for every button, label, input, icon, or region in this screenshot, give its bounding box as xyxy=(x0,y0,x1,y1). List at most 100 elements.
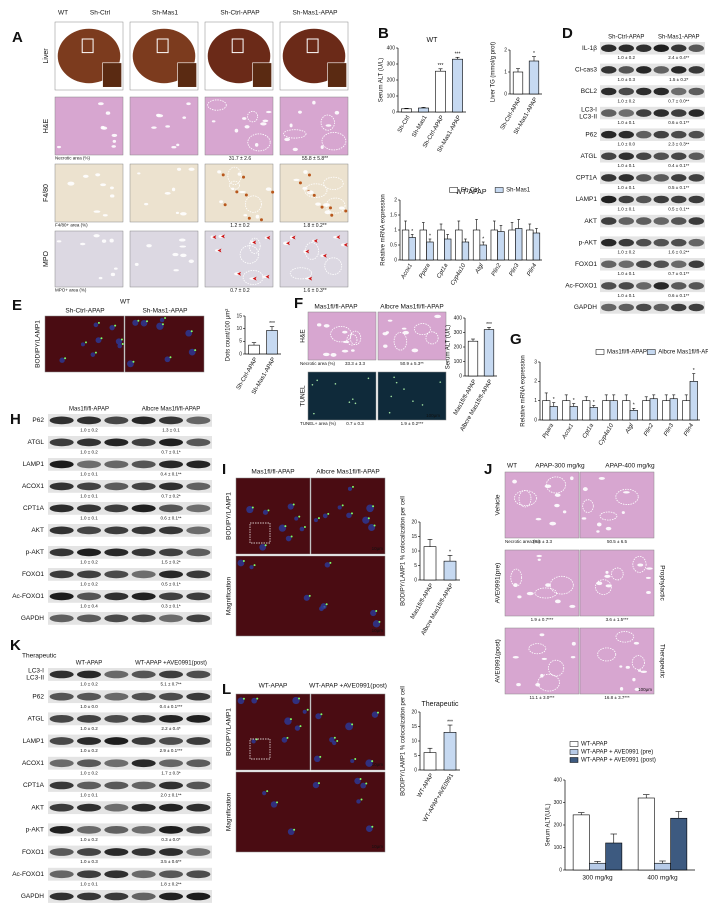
blot-label: LC3-I xyxy=(581,106,597,113)
nucleus xyxy=(284,717,292,725)
blot-band xyxy=(671,238,687,247)
lipid-dot xyxy=(97,321,100,324)
necrotic-outline xyxy=(615,488,639,505)
blot-band xyxy=(49,438,74,447)
blot-band xyxy=(131,737,156,745)
nucleus xyxy=(270,801,278,808)
micrograph xyxy=(279,163,349,223)
lipid-dot xyxy=(253,564,256,567)
vessel xyxy=(93,234,100,238)
bar xyxy=(609,400,618,421)
quant-value: 1.2 ± 0.2 xyxy=(230,223,250,229)
blot-band xyxy=(158,848,184,856)
row-label: TUNEL xyxy=(300,385,307,407)
blot-band xyxy=(158,460,184,469)
blot-band xyxy=(186,482,211,491)
micrograph xyxy=(129,163,199,223)
vessel xyxy=(262,119,269,123)
blot-quant: 1.0 ± 0.2 xyxy=(80,682,98,687)
blot-band xyxy=(688,109,704,117)
column-header: Sh-Ctrl xyxy=(90,10,111,17)
blot-band xyxy=(104,482,129,491)
bar xyxy=(443,731,457,771)
blot-band xyxy=(49,825,74,834)
necrotic-outline xyxy=(323,176,344,190)
micrograph xyxy=(54,96,124,156)
blot-band xyxy=(601,195,617,204)
blot-label: Ac-FOXO1 xyxy=(12,593,44,600)
arrowhead xyxy=(308,276,313,281)
chart-title: WT xyxy=(427,37,439,44)
nucleus xyxy=(164,356,171,363)
vessel xyxy=(323,203,330,207)
bar xyxy=(532,232,541,261)
blot-band xyxy=(131,825,156,834)
column-header: Sh-Mas1 xyxy=(152,10,178,17)
column-header: Sh-Ctrl-APAP xyxy=(220,10,259,17)
inset xyxy=(102,62,122,88)
significance: * xyxy=(553,397,555,403)
scale-bar: 10μm xyxy=(372,762,384,767)
inset xyxy=(252,62,272,88)
lipid-dot xyxy=(354,757,357,760)
blot-band xyxy=(158,504,184,513)
lipid-dot xyxy=(373,524,376,527)
blot-quant: 2.4 ± 0.4** xyxy=(668,55,689,60)
nucleus xyxy=(360,782,367,789)
vessel xyxy=(342,330,348,334)
lipid-dot xyxy=(298,515,301,518)
blot-band xyxy=(653,130,669,139)
blot-band xyxy=(688,195,704,204)
mode-label: Therapeutic xyxy=(22,653,57,660)
blot-label: FOXO1 xyxy=(575,261,597,268)
lipid-dot xyxy=(190,330,193,333)
blot-band xyxy=(618,174,634,182)
blot-band xyxy=(186,759,211,768)
bar xyxy=(472,229,481,261)
magnification-label: Magnification xyxy=(226,576,233,615)
column-header: APAP-300 mg/kg xyxy=(535,463,585,470)
blot-quant: 1.0 ± 0.2 xyxy=(618,250,636,255)
blot-band xyxy=(104,592,129,601)
vessel xyxy=(569,604,576,608)
y-tick-label: 400 xyxy=(554,777,563,783)
y-tick-label: 0 xyxy=(414,767,417,773)
legend-label: WT-APAP xyxy=(581,742,608,748)
blot-band xyxy=(671,303,687,312)
vessel xyxy=(144,202,149,206)
y-axis-label: BODIPY/LAMP1 % colocalization per cell xyxy=(401,686,407,796)
blot-band xyxy=(104,825,129,834)
nucleus xyxy=(95,337,102,344)
vessel xyxy=(109,238,114,243)
blot-band xyxy=(618,195,634,204)
blot-band xyxy=(76,781,102,790)
lipid-dot xyxy=(100,337,103,340)
vessel xyxy=(105,111,111,115)
y-tick-label: 400 xyxy=(454,315,463,321)
bar xyxy=(455,229,463,261)
vessel xyxy=(110,194,115,198)
column-header: Mas1fl/fl-APAP xyxy=(251,469,294,476)
blot-label: P62 xyxy=(32,417,44,424)
vessel xyxy=(80,242,86,246)
panel-letter: G xyxy=(510,331,522,348)
nucleus xyxy=(322,513,328,519)
blot-band xyxy=(49,548,74,557)
nucleus xyxy=(329,737,335,743)
bar xyxy=(562,400,571,421)
x-tick-label: Sh-Mas1 xyxy=(411,114,429,138)
tunel-dot xyxy=(393,376,395,379)
blot-band xyxy=(186,803,211,812)
necrotic-outline xyxy=(325,197,346,214)
stain-dot xyxy=(298,181,302,185)
lipid-dot xyxy=(376,711,379,714)
y-tick-label: 1.5 xyxy=(390,212,397,218)
x-tick-label: 300 mg/kg xyxy=(582,875,613,882)
quant-value: 1.9 ± 0.7*** xyxy=(531,617,554,622)
micrograph xyxy=(377,311,447,361)
lipid-dot xyxy=(276,801,279,804)
blot-band xyxy=(653,66,669,74)
vessel xyxy=(312,100,316,105)
tunel-dot xyxy=(354,402,357,405)
lipid-dot xyxy=(371,760,374,763)
